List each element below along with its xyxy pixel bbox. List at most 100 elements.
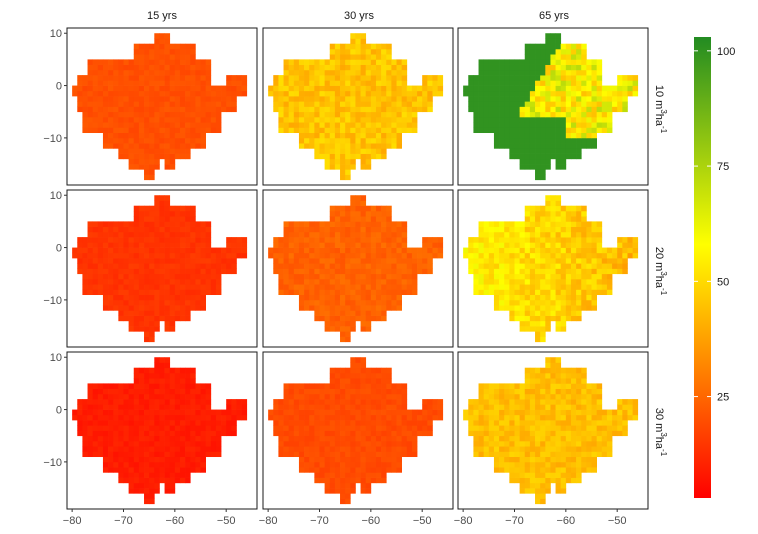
heatmap-cell xyxy=(606,446,613,452)
heatmap-cell xyxy=(231,247,237,254)
heatmap-cell xyxy=(215,278,222,285)
heatmap-cell xyxy=(535,48,541,55)
heatmap-cell xyxy=(586,456,592,463)
heatmap-cell xyxy=(144,210,150,217)
heatmap-cell xyxy=(555,252,562,259)
heatmap-cell xyxy=(97,278,104,285)
heatmap-cell xyxy=(375,85,382,92)
heatmap-cell xyxy=(565,132,572,139)
heatmap-cell xyxy=(97,409,104,416)
heatmap-cell xyxy=(386,435,392,442)
heatmap-cell xyxy=(123,221,129,227)
heatmap-cell xyxy=(304,237,310,243)
heatmap-cell xyxy=(560,472,567,478)
heatmap-cell xyxy=(529,111,536,118)
heatmap-cell xyxy=(329,143,336,149)
heatmap-cell xyxy=(627,399,633,405)
heatmap-cell xyxy=(375,210,382,217)
heatmap-cell xyxy=(504,456,510,463)
heatmap-cell xyxy=(576,143,582,149)
heatmap-cell xyxy=(581,69,587,76)
heatmap-cell xyxy=(386,399,392,405)
heatmap-cell xyxy=(355,278,361,285)
heatmap-cell xyxy=(504,116,510,123)
heatmap-cell xyxy=(102,143,109,149)
heatmap-cell xyxy=(606,111,613,118)
heatmap-cell xyxy=(128,310,135,316)
heatmap-cell xyxy=(529,137,536,144)
heatmap-cell xyxy=(612,258,618,264)
heatmap-cell xyxy=(144,399,150,405)
heatmap-cell xyxy=(314,242,320,248)
heatmap-cell xyxy=(519,409,526,416)
heatmap-cell xyxy=(355,446,361,452)
heatmap-cell xyxy=(350,425,356,431)
heatmap-cell xyxy=(586,59,592,65)
heatmap-cell xyxy=(179,48,186,55)
heatmap-cell xyxy=(355,237,361,243)
heatmap-cell xyxy=(565,399,572,405)
heatmap-cell xyxy=(535,467,541,473)
heatmap-cell xyxy=(422,263,428,269)
heatmap-cell xyxy=(493,132,500,139)
heatmap-cell xyxy=(334,143,341,149)
heatmap-cell xyxy=(340,294,346,301)
heatmap-cell xyxy=(314,69,320,76)
heatmap-cell xyxy=(370,252,377,259)
heatmap-cell xyxy=(304,425,310,431)
heatmap-cell xyxy=(519,414,526,421)
heatmap-cell xyxy=(293,226,300,233)
heatmap-cell xyxy=(345,440,351,447)
heatmap-cell xyxy=(82,430,88,437)
heatmap-cell xyxy=(113,106,119,113)
heatmap-cell xyxy=(77,106,83,113)
heatmap-cell xyxy=(519,122,526,128)
heatmap-cell xyxy=(288,440,295,447)
heatmap-cell xyxy=(586,383,592,389)
heatmap-cell xyxy=(355,409,361,416)
heatmap-cell xyxy=(200,451,206,458)
heatmap-cell xyxy=(205,420,212,426)
heatmap-cell xyxy=(601,85,608,92)
heatmap-cell xyxy=(87,59,94,65)
heatmap-cell xyxy=(550,54,556,60)
heatmap-cell xyxy=(350,372,356,379)
heatmap-cell xyxy=(278,258,284,264)
heatmap-cell xyxy=(360,137,367,144)
heatmap-cell xyxy=(540,273,546,280)
heatmap-cell xyxy=(200,231,206,238)
heatmap-cell xyxy=(370,116,377,123)
heatmap-cell xyxy=(231,85,237,92)
heatmap-cell xyxy=(324,393,331,400)
heatmap-cell xyxy=(149,137,155,144)
heatmap-cell xyxy=(159,106,165,113)
heatmap-cell xyxy=(499,383,505,389)
heatmap-cell xyxy=(334,383,341,389)
heatmap-cell xyxy=(555,38,562,45)
heatmap-cell xyxy=(355,106,361,113)
heatmap-cell xyxy=(77,242,83,248)
heatmap-cell xyxy=(411,435,418,442)
heatmap-cell xyxy=(278,111,284,118)
heatmap-cell xyxy=(314,315,320,322)
heatmap-cell xyxy=(144,48,150,55)
heatmap-cell xyxy=(422,90,428,97)
heatmap-cell xyxy=(154,85,160,92)
heatmap-cell xyxy=(149,456,155,463)
heatmap-cell xyxy=(606,101,613,107)
heatmap-cell xyxy=(334,48,341,55)
heatmap-cell xyxy=(370,101,377,107)
heatmap-cell xyxy=(340,231,346,238)
heatmap-cell xyxy=(514,143,520,149)
heatmap-cell xyxy=(545,116,551,123)
heatmap-cell xyxy=(483,446,490,452)
heatmap-cell xyxy=(576,378,582,384)
heatmap-cell xyxy=(149,247,155,254)
heatmap-cell xyxy=(488,59,495,65)
heatmap-cell xyxy=(123,388,129,395)
heatmap-cell xyxy=(205,116,212,123)
heatmap-cell xyxy=(108,420,114,426)
heatmap-cell xyxy=(514,435,520,442)
heatmap-cell xyxy=(190,247,196,254)
heatmap-cell xyxy=(427,247,433,254)
